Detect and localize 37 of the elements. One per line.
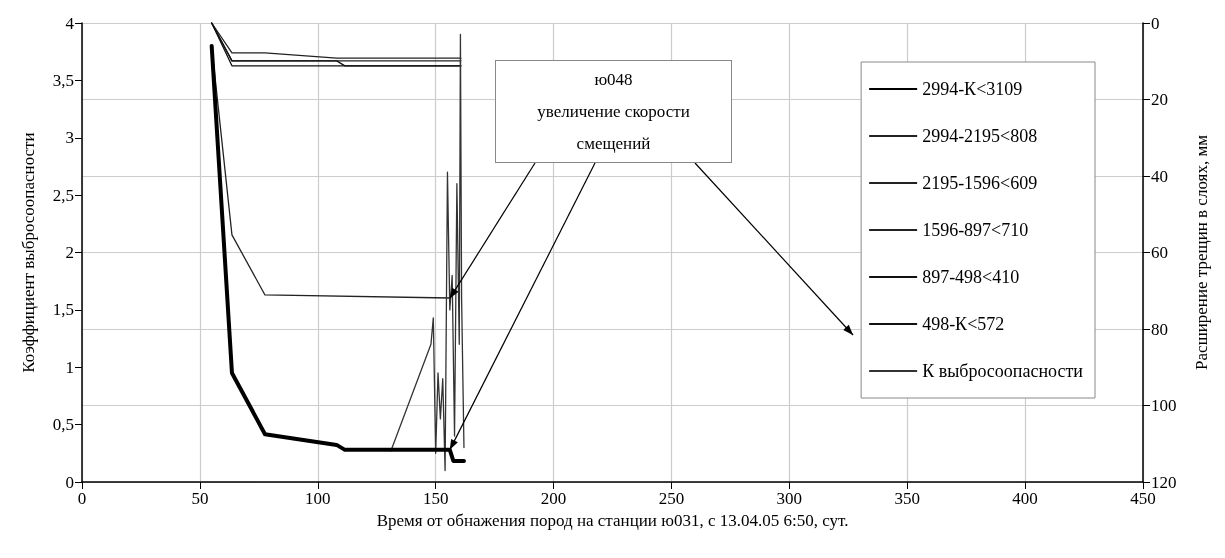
y2-tick-label: 40 — [1151, 166, 1168, 186]
x-axis-title: Время от обнажения пород на станции ю031, с 13.04.05 6:50, сут. — [376, 511, 849, 530]
legend-label: 498-К<572 — [922, 314, 1005, 334]
x-tick-label: 400 — [1012, 489, 1038, 508]
y-tick-label: 2 — [65, 243, 74, 262]
y-tick-label: 4 — [65, 13, 75, 33]
y-tick-label: 1,5 — [52, 300, 74, 320]
y2-tick-label: 0 — [1151, 13, 1160, 33]
x-tick-label: 150 — [422, 489, 449, 508]
legend-label: 1596-897<710 — [922, 220, 1029, 240]
x-tick-label: 250 — [658, 489, 685, 508]
y-tick-label: 1 — [65, 357, 74, 377]
legend-label: 2994-2195<808 — [922, 126, 1038, 146]
y2-tick-label: 100 — [1151, 396, 1177, 415]
legend-label: 897-498<410 — [922, 267, 1020, 287]
y2-axis-title: Расширение трещин в слоях, мм — [1192, 134, 1211, 370]
y-tick-label: 3 — [65, 128, 74, 148]
y2-tick-label: 120 — [1151, 472, 1177, 492]
legend-label: К выбросоопасности — [922, 361, 1084, 381]
x-tick-label: 450 — [1130, 489, 1156, 508]
x-tick-label: 0 — [77, 489, 87, 508]
legend-label: 2994-К<3109 — [922, 79, 1023, 99]
annotation: ю048 увеличение скорости смещений — [536, 69, 691, 155]
y2-tick-label: 80 — [1151, 319, 1168, 339]
y2-tick-label: 60 — [1151, 243, 1168, 262]
legend-label: 2195-1596<609 — [922, 173, 1038, 193]
x-tick-label: 350 — [894, 489, 920, 508]
y-tick-label: 0,5 — [52, 415, 74, 435]
y-tick-label: 3,5 — [52, 70, 74, 90]
y2-tick-label: 20 — [1151, 90, 1168, 109]
x-tick-label: 200 — [540, 489, 567, 508]
y-axis-title: Коэффициент выбросоопасности — [19, 132, 38, 373]
x-tick-label: 50 — [191, 489, 209, 508]
y-tick-label: 0 — [65, 472, 74, 492]
y-tick-label: 2,5 — [52, 185, 74, 205]
x-tick-label: 100 — [305, 489, 331, 508]
x-tick-label: 300 — [776, 489, 803, 508]
